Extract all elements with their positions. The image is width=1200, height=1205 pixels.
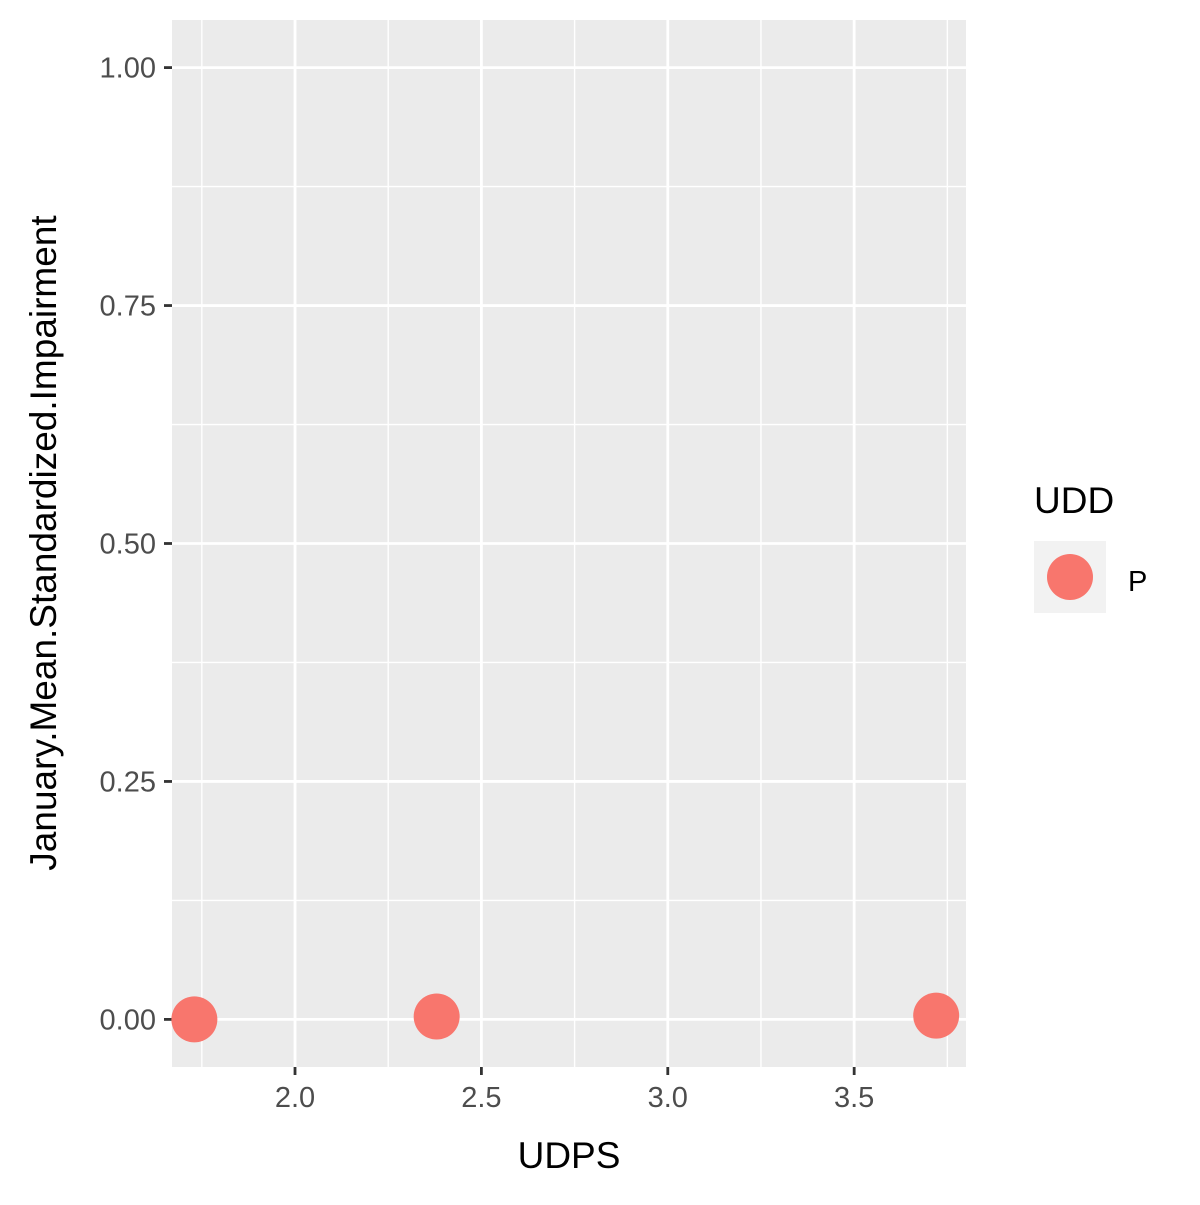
y-axis-title: January.Mean.Standardized.Impairment [23,215,64,871]
x-tick-label: 2.5 [461,1082,501,1114]
data-point [413,993,460,1040]
y-tick-label: 0.25 [100,766,156,798]
data-point [913,992,960,1039]
y-tick-label: 1.00 [100,53,156,85]
x-axis-title: UDPS [518,1135,621,1176]
x-tick-label: 2.0 [275,1082,315,1114]
data-point [171,996,218,1043]
legend-label: P [1128,566,1147,598]
axis-ticks: 2.0 2.5 3.0 3.5 0.00 0.25 0.50 0.75 1.00 [100,53,875,1114]
legend-title: UDD [1034,480,1114,521]
legend: UDD P [1034,480,1147,613]
y-tick-label: 0.00 [100,1004,156,1036]
y-tick-label: 0.50 [100,529,156,561]
x-tick-label: 3.5 [834,1082,874,1114]
data-points [171,992,960,1043]
grid-lines [172,20,966,1067]
x-tick-label: 3.0 [648,1082,688,1114]
y-tick-label: 0.75 [100,291,156,323]
legend-key-point [1047,554,1093,600]
